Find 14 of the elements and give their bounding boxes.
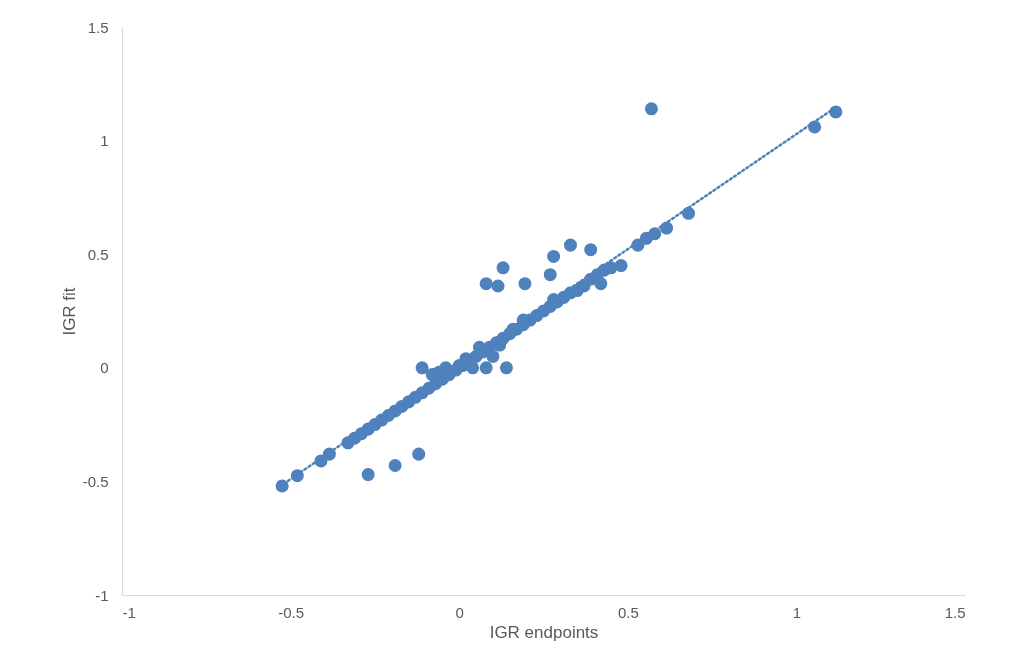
- x-tick-label: 0: [455, 603, 464, 621]
- x-tick-label: -0.5: [278, 603, 305, 621]
- y-axis-title: IGR fit: [59, 287, 79, 336]
- y-tick-label: 0.5: [87, 245, 109, 263]
- y-tick-label: -1: [95, 586, 109, 604]
- y-tick-label: 1.5: [87, 18, 109, 36]
- y-tick-label: 0: [100, 359, 109, 377]
- y-tick-label: -0.5: [82, 472, 109, 490]
- x-axis-title: IGR endpoints: [489, 622, 599, 642]
- x-tick-label: 1.5: [944, 603, 966, 621]
- x-tick-label: 1: [792, 603, 802, 621]
- y-tick-label: 1: [100, 132, 109, 150]
- x-tick-label: 0.5: [617, 603, 639, 621]
- x-tick-label: -1: [122, 603, 136, 621]
